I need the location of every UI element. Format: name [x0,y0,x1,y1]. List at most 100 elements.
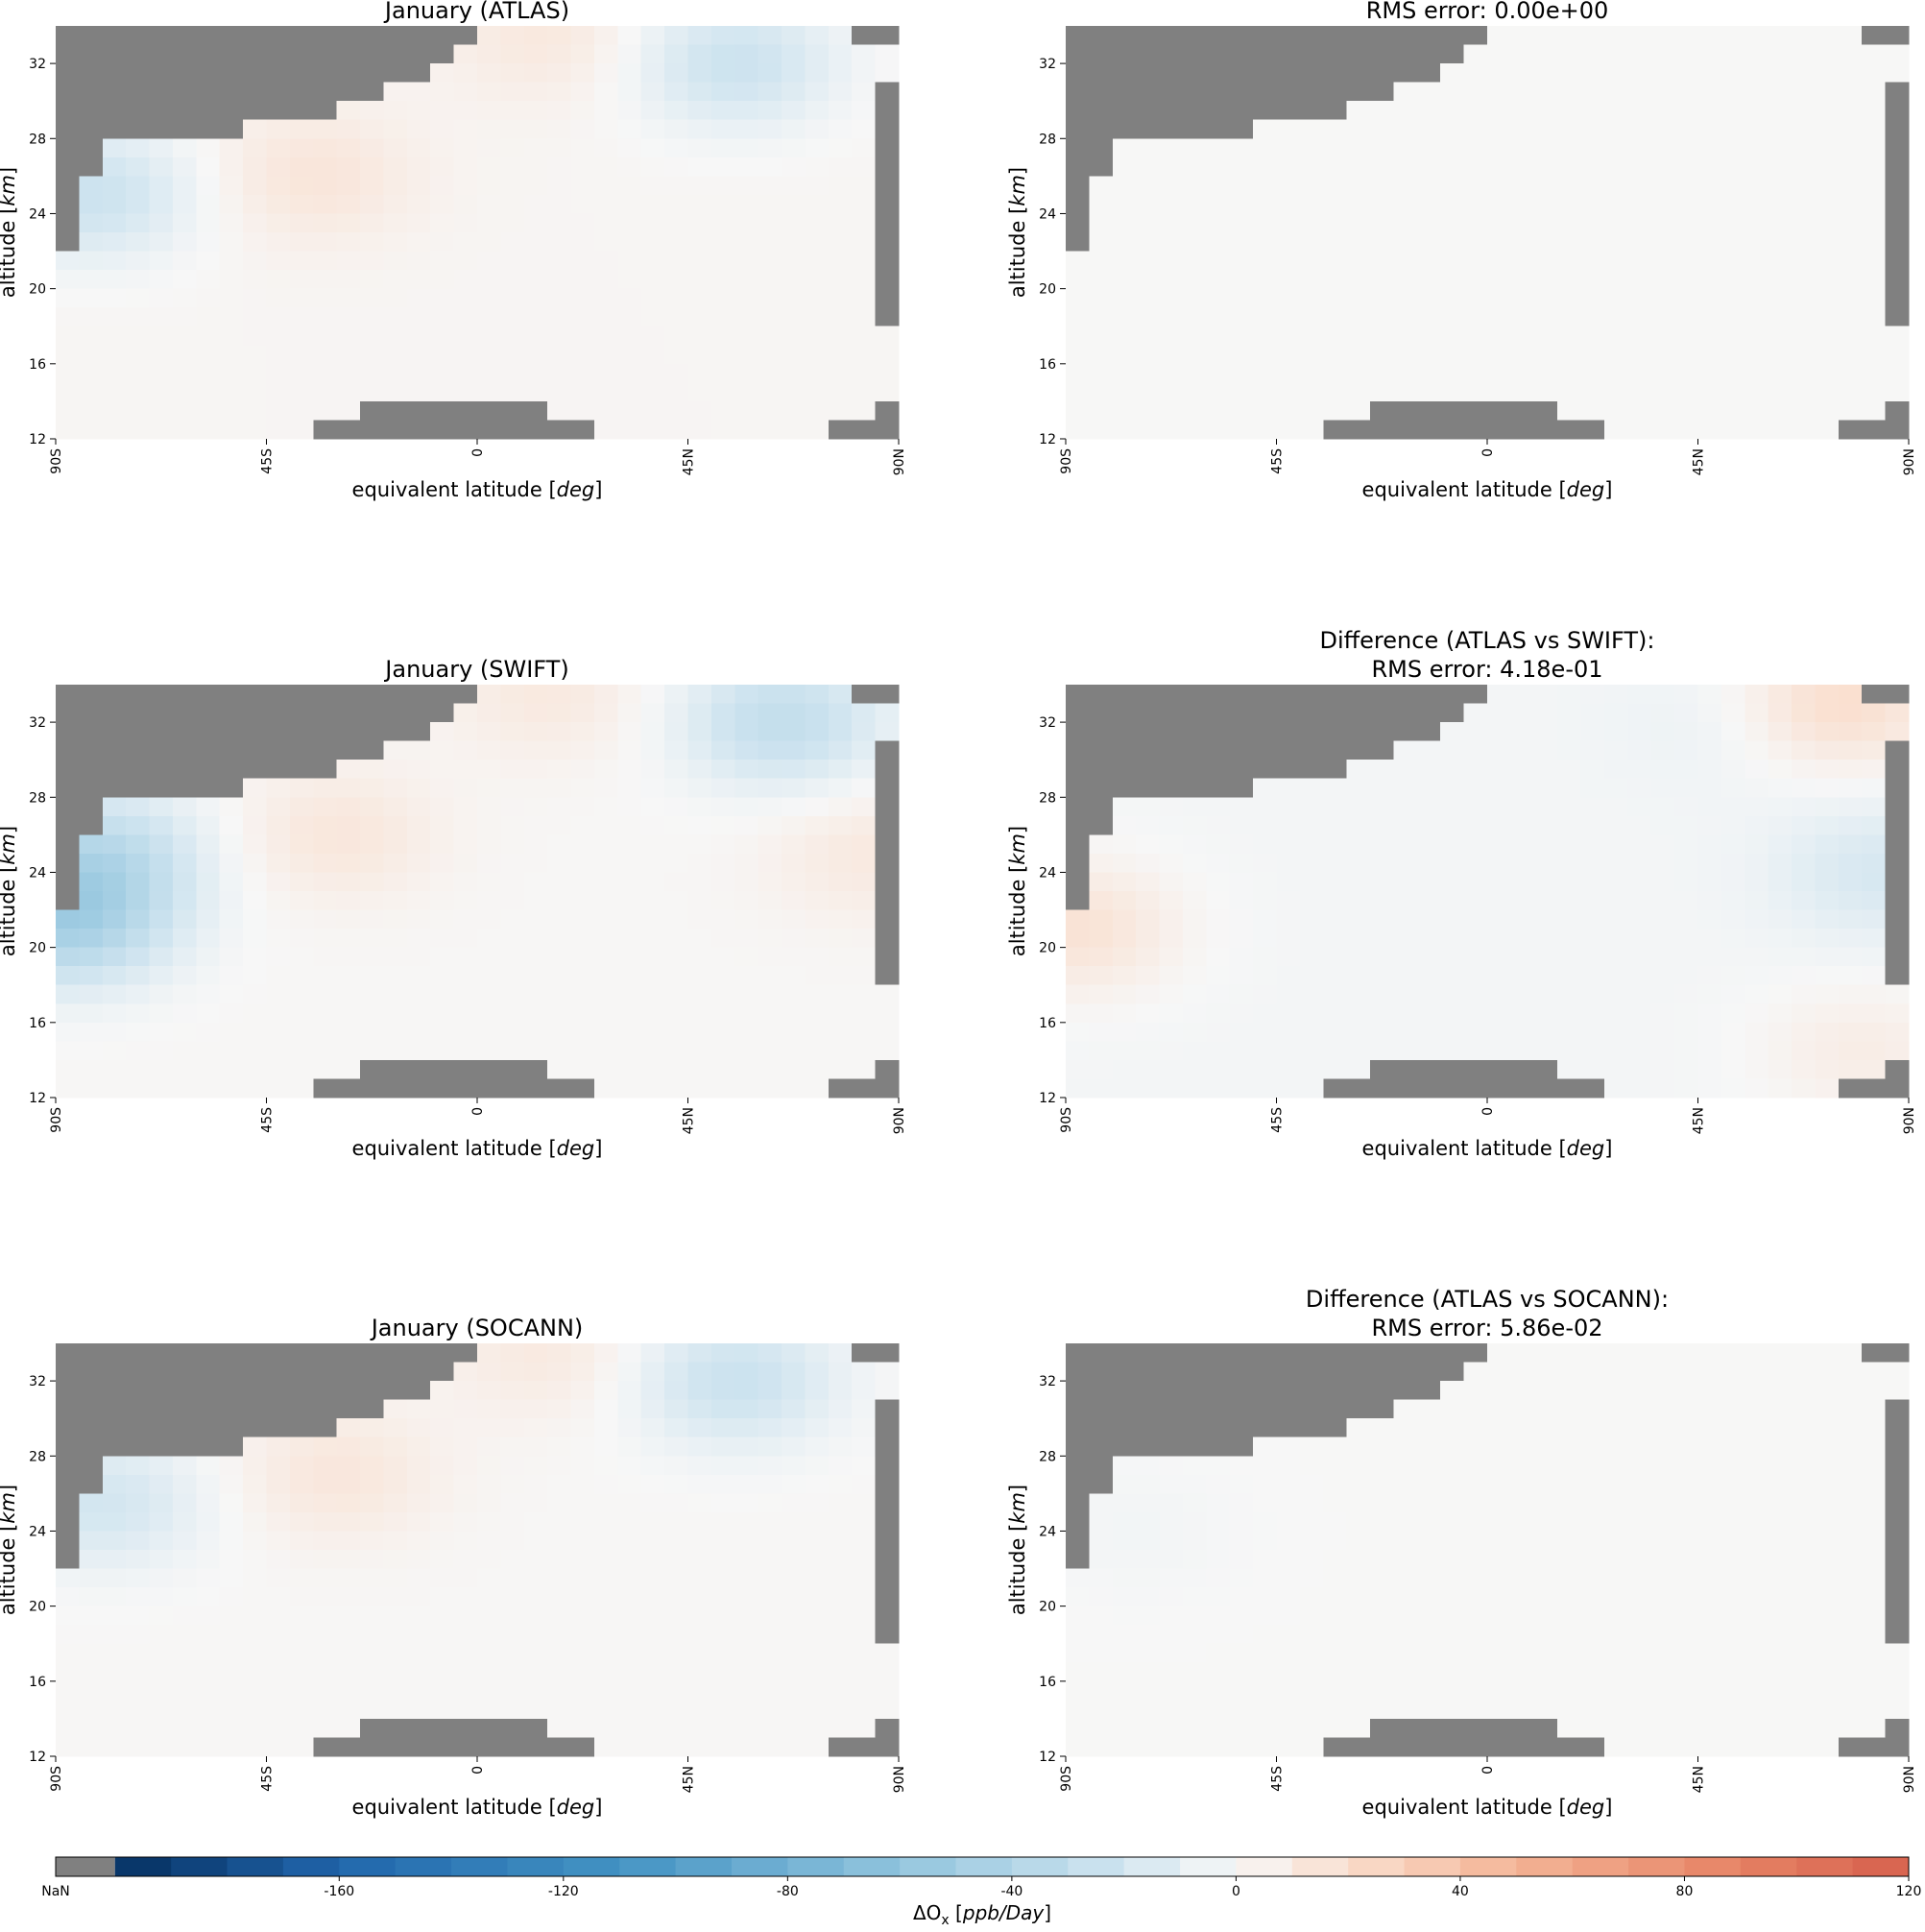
heatmap-cell [126,1531,151,1551]
heatmap-cell [1487,326,1511,346]
heatmap-cell [477,26,501,46]
heatmap-cell [1815,82,1840,102]
heatmap-cell [1346,1362,1371,1382]
heatmap-cell [1603,760,1628,780]
heatmap-cell [523,1456,548,1476]
heatmap-cell [1346,82,1371,102]
heatmap-cell [1346,1718,1371,1739]
heatmap-cell [805,1568,830,1588]
heatmap-cell [1768,382,1793,402]
heatmap-cell [617,400,642,422]
heatmap-cell [1510,270,1535,290]
heatmap-cell [360,400,385,422]
heatmap-cell [1862,778,1887,798]
heatmap-cell [782,984,806,1004]
heatmap-cell [687,420,712,440]
x-tick-label: 45N [1692,1766,1707,1793]
heatmap-cell [1253,1587,1278,1607]
heatmap-cell [1815,984,1840,1004]
heatmap-cell [56,984,80,1004]
y-axis-label: altitude [km] [1006,1485,1029,1615]
colorbar-tick-label: -120 [548,1884,579,1899]
heatmap-cell [617,119,642,139]
heatmap-cell [1276,1022,1301,1042]
heatmap-cell [1768,1737,1793,1757]
heatmap-cell [1792,740,1817,761]
heatmap-cell [1299,251,1324,271]
heatmap-cell [734,138,759,158]
heatmap-cell [1253,1531,1278,1551]
heatmap-cell [500,1700,525,1720]
y-tick-label: 20 [1039,282,1056,298]
heatmap-cell [523,345,548,365]
heatmap-cell [1440,363,1465,383]
heatmap-cell [758,853,782,874]
heatmap-cell [1768,251,1793,271]
heatmap-cell [1533,947,1558,967]
heatmap-cell [1557,760,1582,780]
heatmap-cell [406,307,431,327]
heatmap-cell [1159,685,1184,705]
heatmap-cell [149,420,174,440]
colorbar-tick-label: 0 [1232,1884,1240,1899]
heatmap-cell [1650,778,1675,798]
heatmap-cell [79,1418,104,1438]
heatmap-cell [710,363,735,383]
heatmap-cell [500,138,525,158]
heatmap-cell [1370,685,1395,705]
heatmap-cell [710,345,735,365]
heatmap-cell [1112,251,1137,271]
heatmap-cell [710,1343,735,1364]
heatmap-cell [828,1418,853,1438]
heatmap-cell [1487,213,1511,233]
heatmap-cell [336,288,361,308]
heatmap-cell [1066,1059,1090,1080]
heatmap-cell [266,1680,291,1701]
heatmap-cell [1066,929,1090,949]
heatmap-cell [79,1643,104,1663]
heatmap-cell [1627,1568,1652,1588]
heatmap-cell [56,1059,80,1080]
heatmap-cell [1229,1643,1254,1663]
heatmap-cell [453,909,478,930]
heatmap-cell [56,363,80,383]
heatmap-cell [1862,288,1887,308]
heatmap-cell [523,1418,548,1438]
heatmap-cell [734,82,759,102]
heatmap-cell [758,1511,782,1533]
y-tick-label: 12 [1039,432,1056,447]
heatmap-cell [1768,420,1793,440]
heatmap-cell [1627,909,1652,930]
heatmap-cell [1206,1343,1231,1364]
heatmap-cell [500,1568,525,1588]
heatmap-cell [500,834,525,855]
heatmap-cell [1416,1511,1441,1533]
heatmap-cell [1768,270,1793,290]
heatmap-cell [1089,213,1114,233]
colorbar-segment [1852,1857,1910,1876]
heatmap-cell [852,1531,877,1551]
colorbar-segment [731,1857,788,1876]
heatmap-cell [875,1700,900,1720]
heatmap-cell [406,345,431,365]
heatmap-cell [593,1343,618,1364]
heatmap-cell [102,345,127,365]
heatmap-cell [805,270,830,290]
heatmap-cell [266,1474,291,1494]
heatmap-cell [1089,1718,1114,1739]
heatmap-cell [336,138,361,158]
heatmap-cell [126,891,151,911]
heatmap-cell [1627,138,1652,158]
heatmap-cell [126,740,151,761]
heatmap-cell [593,176,618,196]
heatmap-cell [1323,797,1348,817]
heatmap-cell [1580,1531,1605,1551]
heatmap-cell [1745,1568,1769,1588]
heatmap-cell [1720,740,1745,761]
heatmap-cell [1089,307,1114,327]
heatmap-cell [1206,288,1231,308]
heatmap-cell [782,1399,806,1419]
heatmap-cell [1792,1737,1817,1757]
heatmap-cell [102,1606,127,1626]
